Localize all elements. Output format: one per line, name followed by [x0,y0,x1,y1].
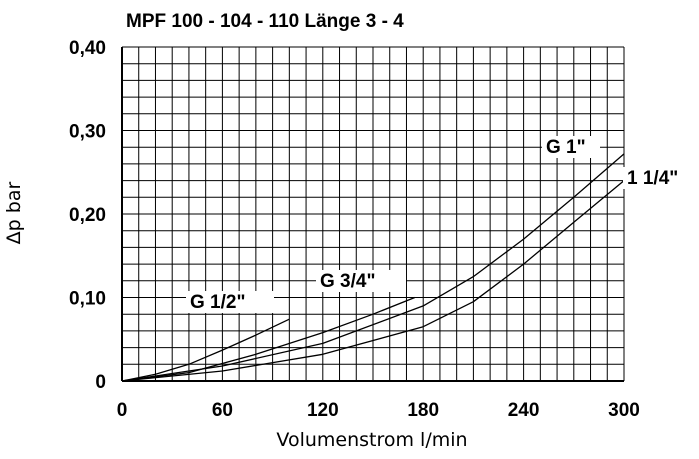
x-tick-labels: 0 60 120 180 240 300 [117,400,640,421]
series-label: G 3/4" [320,271,375,292]
y-tick-label: 0,20 [69,205,106,226]
y-axis-label: Δp bar [3,182,25,245]
axes-frame [121,46,625,382]
series-label-bg [316,270,406,292]
series-label: 1 1/4" [627,168,678,189]
series-label-bg [542,136,600,158]
series-line-2 [121,153,625,382]
y-tick-label: 0,10 [69,289,106,310]
series-label-bg [623,167,695,189]
series-line-3 [121,180,625,382]
y-tick-label: 0 [95,372,106,393]
y-tick-labels: 0 0,10 0,20 0,30 0,40 [69,38,106,393]
x-tick-label: 180 [407,400,439,421]
x-tick-label: 240 [508,400,540,421]
x-axis-label: Volumenstrom l/min [276,429,467,451]
x-tick-label: 120 [307,400,339,421]
chart-title: MPF 100 - 104 - 110 Länge 3 - 4 [126,11,404,32]
y-tick-label: 0,40 [69,38,106,59]
x-tick-label: 0 [117,400,128,421]
x-tick-label: 60 [212,400,233,421]
series-lines [121,153,625,382]
series-line-0 [121,318,290,382]
series-labels: G 1/2" G 3/4" G 1" 1 1/4" [186,136,695,313]
series-label: G 1/2" [190,292,245,313]
y-tick-label: 0,30 [69,122,106,143]
series-label: G 1" [546,137,586,158]
grid [122,47,624,381]
series-label-bg [186,291,274,313]
series-line-1 [121,296,416,382]
x-tick-label: 300 [608,400,640,421]
